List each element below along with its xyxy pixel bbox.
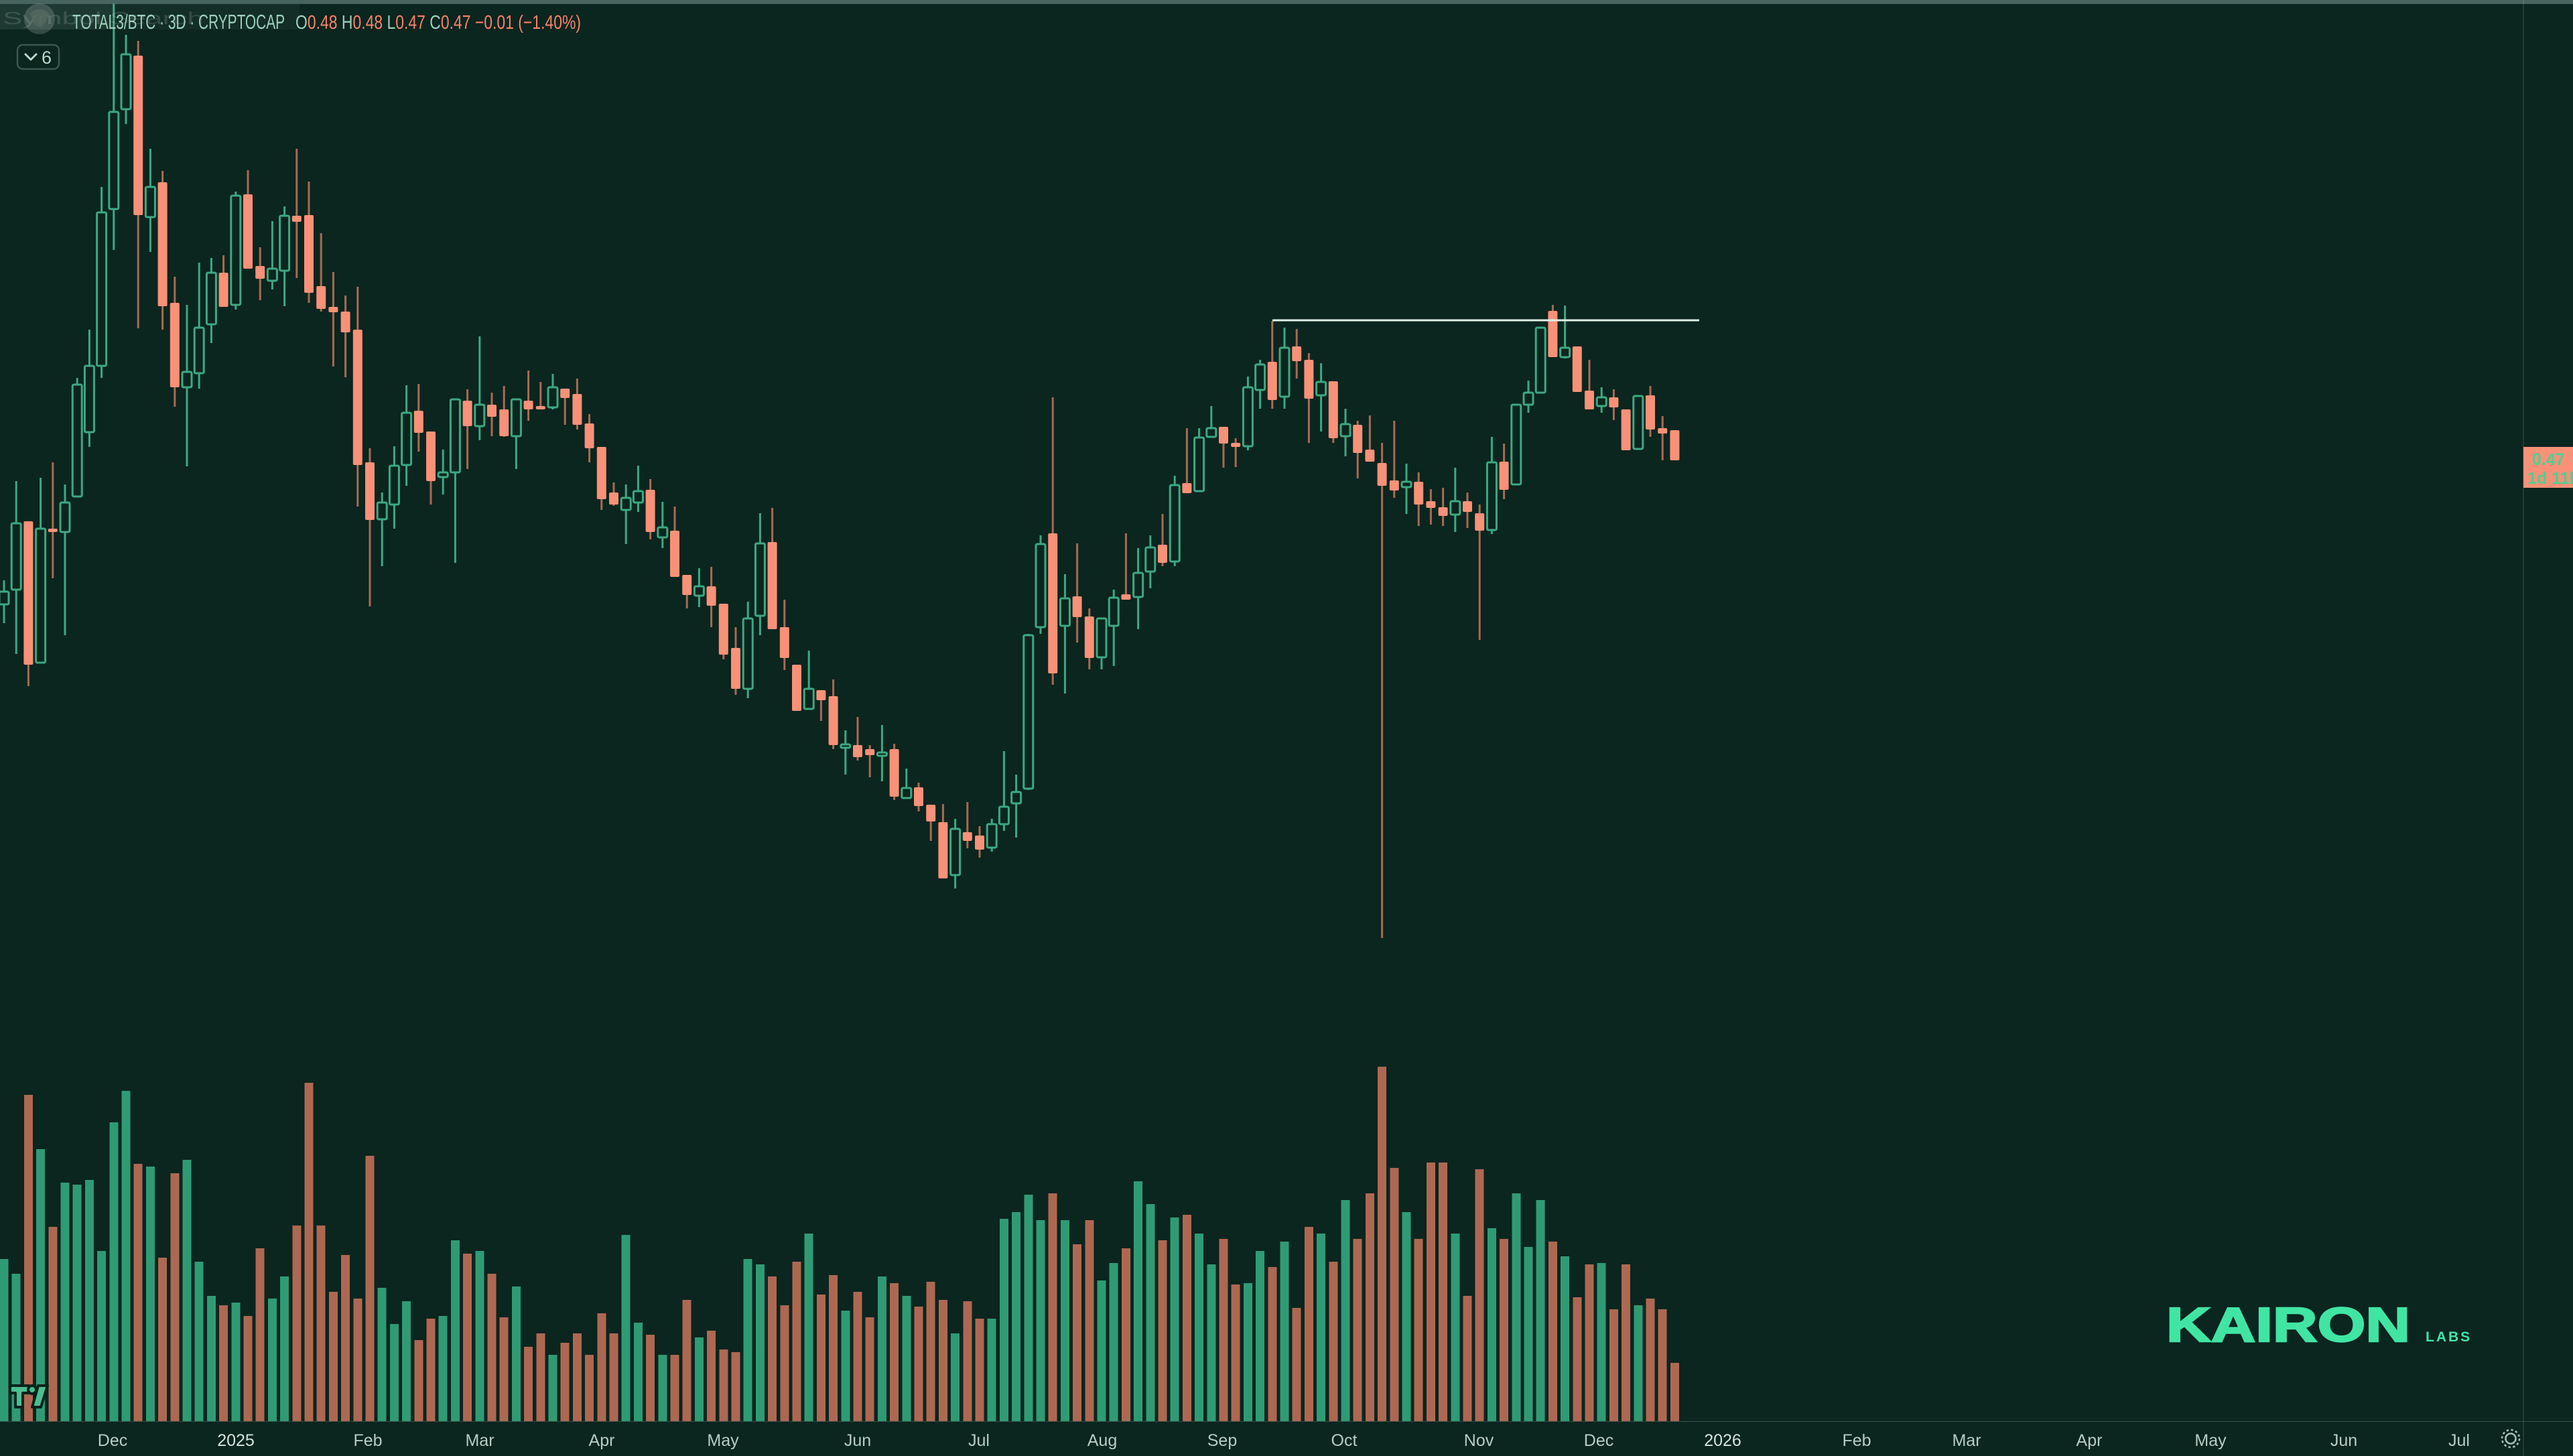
svg-text:KAIRON: KAIRON (2166, 1297, 2410, 1351)
svg-text:Jul: Jul (968, 1431, 990, 1450)
svg-text:Jul: Jul (2448, 1431, 2470, 1450)
svg-text:Apr: Apr (589, 1431, 615, 1450)
svg-text:2026: 2026 (1704, 1431, 1741, 1450)
svg-text:2025: 2025 (217, 1431, 255, 1450)
svg-text:O0.48 H0.48 L0.47 C0.47 −0.01: O0.48 H0.48 L0.47 C0.47 −0.01 (−1.40%) (295, 12, 581, 34)
svg-text:Jun: Jun (844, 1431, 871, 1450)
svg-text:May: May (2194, 1431, 2227, 1450)
svg-text:1d 11h: 1d 11h (2527, 469, 2573, 488)
svg-text:TOTAL3/BTC · 3D · CRYPTOCAP: TOTAL3/BTC · 3D · CRYPTOCAP (72, 10, 285, 34)
svg-text:Feb: Feb (353, 1431, 382, 1450)
svg-text:Apr: Apr (2076, 1431, 2103, 1450)
svg-text:Nov: Nov (1464, 1431, 1494, 1450)
svg-text:Dec: Dec (98, 1431, 127, 1450)
svg-text:Jun: Jun (2330, 1431, 2357, 1450)
svg-text:LABS: LABS (2426, 1329, 2472, 1345)
svg-text:Feb: Feb (1842, 1431, 1871, 1450)
svg-text:Oct: Oct (1331, 1431, 1358, 1450)
svg-text:Dec: Dec (1584, 1431, 1613, 1450)
svg-text:Mar: Mar (465, 1431, 494, 1450)
svg-text:May: May (707, 1431, 739, 1450)
svg-text:Sep: Sep (1207, 1431, 1237, 1450)
svg-text:Aug: Aug (1087, 1431, 1117, 1450)
svg-text:0.47: 0.47 (2532, 450, 2565, 469)
svg-text:6: 6 (42, 48, 52, 68)
svg-text:Mar: Mar (1952, 1431, 1981, 1450)
